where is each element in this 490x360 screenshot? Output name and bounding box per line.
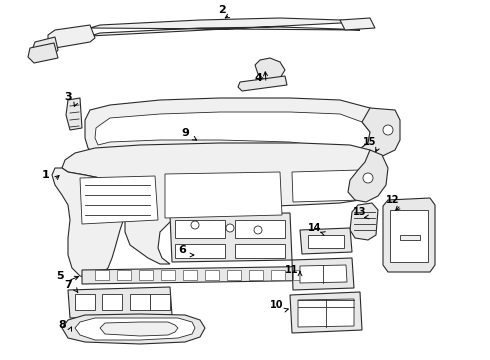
Polygon shape xyxy=(85,98,390,165)
Text: 7: 7 xyxy=(64,280,72,290)
Bar xyxy=(117,270,131,280)
Polygon shape xyxy=(28,43,58,63)
Polygon shape xyxy=(300,228,352,254)
Bar xyxy=(315,270,329,280)
Text: 12: 12 xyxy=(386,195,400,205)
Circle shape xyxy=(254,226,262,234)
Polygon shape xyxy=(290,292,362,333)
Bar xyxy=(161,270,175,280)
Polygon shape xyxy=(170,213,292,262)
Polygon shape xyxy=(358,108,400,162)
Bar xyxy=(293,270,307,280)
Polygon shape xyxy=(238,76,287,91)
Text: 13: 13 xyxy=(353,207,367,217)
Polygon shape xyxy=(95,112,370,150)
Polygon shape xyxy=(62,314,205,344)
Polygon shape xyxy=(75,318,195,340)
Polygon shape xyxy=(165,172,282,218)
Bar xyxy=(183,270,197,280)
Polygon shape xyxy=(298,299,354,327)
Polygon shape xyxy=(32,37,58,55)
Bar xyxy=(205,270,219,280)
Polygon shape xyxy=(300,265,347,283)
Text: 14: 14 xyxy=(308,223,322,233)
Polygon shape xyxy=(348,150,388,202)
Polygon shape xyxy=(150,294,170,310)
Text: 11: 11 xyxy=(285,265,299,275)
Text: 15: 15 xyxy=(363,137,377,147)
Polygon shape xyxy=(340,18,375,30)
Text: 3: 3 xyxy=(64,92,72,102)
Polygon shape xyxy=(350,203,378,240)
Text: 1: 1 xyxy=(42,170,50,180)
Polygon shape xyxy=(175,220,225,238)
Polygon shape xyxy=(235,244,285,258)
Polygon shape xyxy=(255,58,285,82)
Circle shape xyxy=(383,125,393,135)
Text: 10: 10 xyxy=(270,300,284,310)
Polygon shape xyxy=(175,244,225,258)
Polygon shape xyxy=(308,235,344,248)
Circle shape xyxy=(226,224,234,232)
Text: 6: 6 xyxy=(178,245,186,255)
Polygon shape xyxy=(48,25,95,48)
Circle shape xyxy=(363,173,373,183)
Polygon shape xyxy=(82,266,342,284)
Polygon shape xyxy=(62,143,385,264)
Bar xyxy=(139,270,153,280)
Polygon shape xyxy=(66,98,82,130)
Circle shape xyxy=(191,221,199,229)
Bar xyxy=(271,270,285,280)
Text: 2: 2 xyxy=(218,5,226,15)
Bar xyxy=(249,270,263,280)
Text: 8: 8 xyxy=(58,320,66,330)
Bar xyxy=(227,270,241,280)
Polygon shape xyxy=(235,220,285,238)
Polygon shape xyxy=(383,198,435,272)
Polygon shape xyxy=(100,322,178,336)
Polygon shape xyxy=(52,168,130,278)
Text: 5: 5 xyxy=(56,271,64,281)
Text: 9: 9 xyxy=(181,128,189,138)
Bar xyxy=(95,270,109,280)
Polygon shape xyxy=(292,258,354,290)
Polygon shape xyxy=(102,294,122,310)
Polygon shape xyxy=(390,210,428,262)
Polygon shape xyxy=(130,294,150,310)
Polygon shape xyxy=(90,18,360,36)
Polygon shape xyxy=(400,235,420,240)
Polygon shape xyxy=(68,287,172,318)
Polygon shape xyxy=(75,294,95,310)
Polygon shape xyxy=(292,170,362,202)
Polygon shape xyxy=(80,176,158,224)
Text: 4: 4 xyxy=(254,73,262,83)
